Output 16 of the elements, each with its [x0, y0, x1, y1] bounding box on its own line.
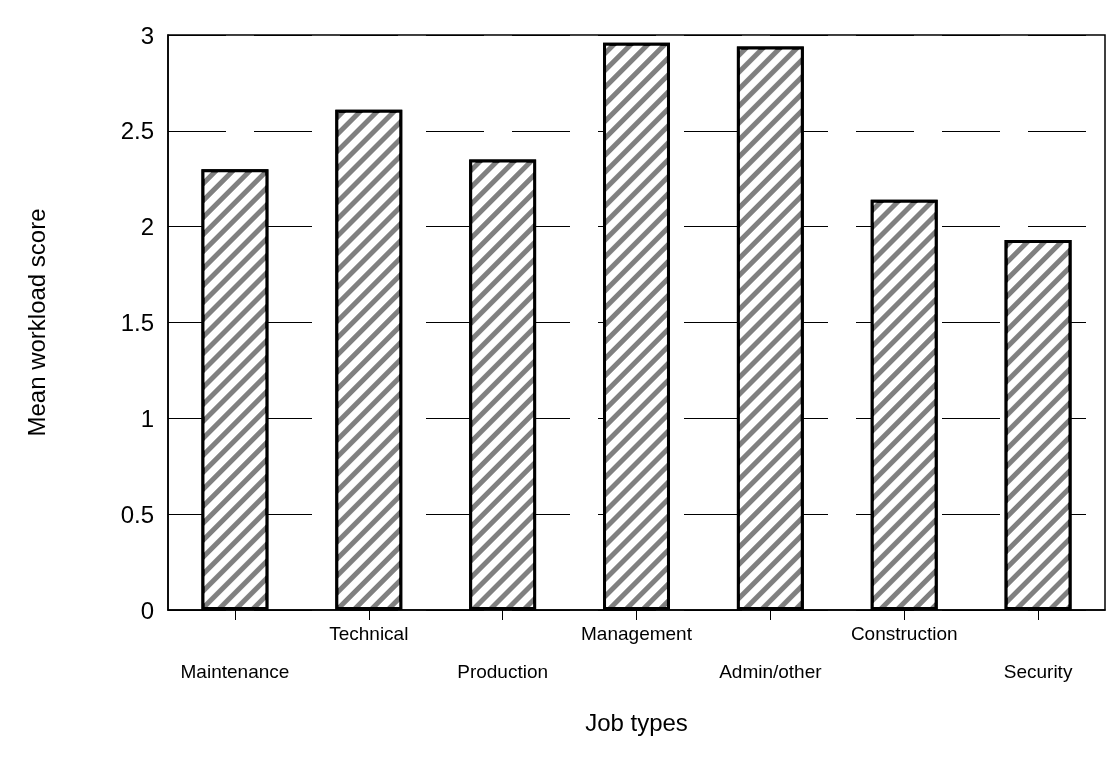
x-tick-label: Security: [1003, 661, 1073, 682]
y-axis-title: Mean workload score: [22, 208, 50, 437]
x-tick-label: Management: [581, 623, 693, 644]
x-tick-label: Admin/other: [719, 661, 823, 682]
y-tick-label: 0.5: [120, 500, 154, 528]
y-tick-label: 2: [140, 213, 154, 241]
x-tick-label: Construction: [850, 623, 958, 644]
x-axis-title: Job types: [585, 708, 688, 736]
x-tick-label: Technical: [329, 623, 409, 644]
x-tick-label: Production: [457, 661, 549, 682]
x-tick-label: Maintenance: [180, 661, 290, 682]
y-tick-label: 3: [140, 21, 154, 49]
y-tick-label: 1: [140, 404, 154, 432]
y-tick-label: 2.5: [120, 117, 154, 145]
y-tick-label: 0: [140, 596, 154, 624]
y-tick-label: 1.5: [120, 309, 154, 336]
